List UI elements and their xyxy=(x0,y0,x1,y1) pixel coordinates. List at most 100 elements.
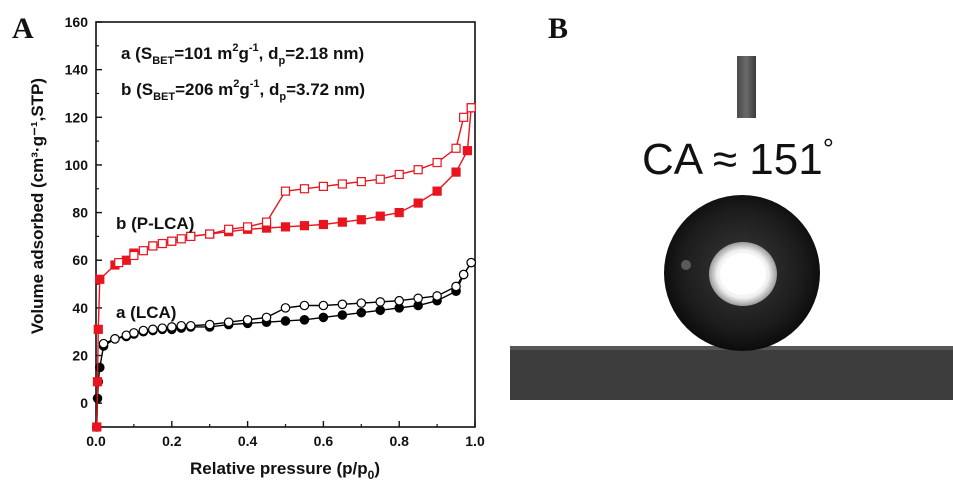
panel-letter-a: A xyxy=(12,12,34,45)
data-point xyxy=(148,241,158,251)
data-point xyxy=(459,112,469,122)
data-point xyxy=(299,314,310,325)
syringe-needle xyxy=(737,56,756,118)
data-point xyxy=(375,174,385,184)
y-tick-label: 20 xyxy=(72,348,88,364)
panel-letter-b: B xyxy=(548,12,569,45)
annotation-line-a: a (SBET=101 m2g-1, dp=2.18 nm) xyxy=(121,42,364,67)
data-point xyxy=(280,303,291,313)
y-tick-label: 60 xyxy=(72,252,88,268)
data-point xyxy=(318,300,329,311)
data-point xyxy=(413,293,423,304)
data-point xyxy=(318,219,328,230)
data-point xyxy=(466,257,477,268)
data-point xyxy=(413,165,423,175)
data-point xyxy=(176,234,186,244)
data-point xyxy=(458,269,469,280)
data-point xyxy=(356,298,367,308)
series-p-lca-desorption xyxy=(114,103,476,268)
data-point xyxy=(451,167,461,177)
data-point xyxy=(432,157,442,168)
data-point xyxy=(185,320,196,331)
y-tick-label: 80 xyxy=(72,205,88,221)
data-point xyxy=(93,324,103,334)
data-point xyxy=(243,222,253,232)
data-point xyxy=(337,310,348,320)
data-point xyxy=(337,299,348,310)
data-point xyxy=(299,221,310,231)
series-lca-desorption xyxy=(98,257,477,349)
data-point xyxy=(394,169,404,180)
x-axis-ticks: 0.0 0.2 0.4 0.6 0.8 1.0 xyxy=(86,421,485,449)
series-label-b: b (P-LCA) xyxy=(116,214,194,233)
data-point xyxy=(299,184,310,194)
data-point xyxy=(92,422,102,432)
contact-angle-label: CA ≈ 151° xyxy=(642,133,834,184)
data-point xyxy=(280,316,291,326)
data-point xyxy=(337,179,347,189)
data-point xyxy=(394,295,404,306)
series-layer xyxy=(91,103,477,432)
data-point xyxy=(432,186,442,196)
data-point xyxy=(95,274,105,284)
y-tick-label: 140 xyxy=(65,62,89,78)
y-tick-label: 120 xyxy=(65,109,89,125)
data-point xyxy=(186,231,196,242)
data-point xyxy=(92,377,103,387)
data-point xyxy=(205,229,215,239)
x-tick-label: 1.0 xyxy=(465,433,485,449)
x-tick-label: 0.8 xyxy=(389,433,409,449)
data-point xyxy=(138,325,149,336)
data-point xyxy=(432,291,442,301)
y-tick-label: 40 xyxy=(72,300,88,316)
data-point xyxy=(451,281,461,292)
data-point xyxy=(176,320,187,331)
data-point xyxy=(318,312,329,323)
isotherm-chart: 0.0 0.2 0.4 0.6 0.8 1.0 0 20 40 60 80 100 120 140 160… xyxy=(28,14,485,482)
data-point xyxy=(394,207,404,218)
data-point xyxy=(451,143,461,153)
data-point xyxy=(129,250,139,261)
x-axis-title: Relative pressure (p/p0) xyxy=(190,459,380,482)
data-point xyxy=(318,181,328,191)
data-point xyxy=(110,334,120,344)
x-tick-label: 0.2 xyxy=(162,433,182,449)
data-point xyxy=(375,305,386,316)
x-tick-label: 0.6 xyxy=(314,433,334,449)
data-point xyxy=(261,312,272,323)
series-lca-adsorption xyxy=(91,257,477,432)
data-point xyxy=(242,314,253,325)
data-point xyxy=(356,215,366,225)
data-point xyxy=(375,297,386,307)
data-point xyxy=(98,338,109,349)
data-point xyxy=(261,217,272,227)
series-label-a: a (LCA) xyxy=(116,303,176,322)
data-point xyxy=(413,198,423,208)
data-point xyxy=(466,103,476,113)
data-point xyxy=(223,317,234,327)
series-line xyxy=(96,107,472,428)
data-point xyxy=(148,324,158,335)
data-point xyxy=(204,319,215,330)
data-point xyxy=(167,236,177,246)
contact-angle-photo: CA ≈ 151° xyxy=(510,56,953,400)
data-point xyxy=(157,323,168,333)
x-tick-label: 0.0 xyxy=(86,433,106,449)
data-point xyxy=(462,146,473,156)
data-point xyxy=(94,362,105,373)
data-point xyxy=(129,328,139,338)
data-point xyxy=(157,238,167,249)
data-point xyxy=(167,322,177,332)
data-point xyxy=(114,258,124,268)
y-tick-label: 0 xyxy=(80,395,88,411)
data-point xyxy=(280,222,291,232)
data-point xyxy=(337,217,347,227)
series-line xyxy=(96,262,472,428)
series-p-lca-adsorption xyxy=(92,103,476,432)
annotation-line-b: b (SBET=206 m2g-1, dp=3.72 nm) xyxy=(121,78,365,103)
y-tick-label: 100 xyxy=(65,157,89,173)
data-point xyxy=(138,246,148,256)
data-point xyxy=(280,186,291,196)
substrate-surface xyxy=(510,346,953,400)
y-axis-title: Volume adsorbed (cm³·g⁻¹,STP) xyxy=(28,78,47,334)
